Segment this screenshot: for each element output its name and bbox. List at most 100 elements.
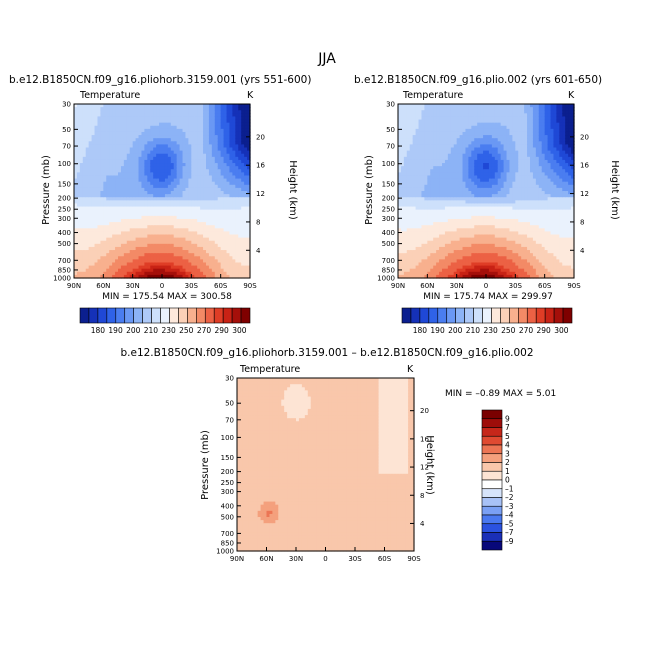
colorbar-swatch xyxy=(481,409,503,420)
x-tick-label: 90N xyxy=(391,282,405,290)
panel-2-ylabel: Pressure (mb) xyxy=(364,155,375,225)
panel-1: b.e12.B1850CN.f09_g16.pliohorb.3159.001 … xyxy=(9,74,311,335)
y-tick-label: 100 xyxy=(221,434,234,442)
colorbar-label: 290 xyxy=(215,326,230,335)
colorbar-swatch xyxy=(473,307,483,324)
x-tick-label: 30S xyxy=(185,282,199,290)
colorbar-swatch xyxy=(481,488,503,498)
colorbar-label: 0 xyxy=(505,476,510,485)
colorbar-swatch xyxy=(481,540,503,551)
x-tick-label: 30N xyxy=(450,282,464,290)
y2-tick-label: 8 xyxy=(580,218,584,226)
y-tick-label: 250 xyxy=(382,206,395,214)
y-tick-label: 400 xyxy=(221,502,234,510)
colorbar-swatch xyxy=(481,462,503,472)
y-tick-label: 30 xyxy=(62,101,71,109)
colorbar-swatch xyxy=(187,307,197,324)
colorbar-swatch xyxy=(115,307,126,324)
panel-2-y2label: Height (km) xyxy=(609,160,620,220)
y-tick-label: 400 xyxy=(382,229,395,237)
x-tick-label: 30S xyxy=(348,555,362,563)
colorbar-label: 200 xyxy=(126,326,141,335)
y-tick-label: 50 xyxy=(386,126,395,134)
x-tick-label: 60S xyxy=(378,555,392,563)
colorbar-swatch xyxy=(410,307,421,324)
colorbar-swatch xyxy=(481,470,503,481)
x-tick-label: 90S xyxy=(407,555,421,563)
colorbar-swatch xyxy=(437,307,448,324)
x-tick-label: 60S xyxy=(538,282,552,290)
colorbar-swatch xyxy=(79,307,90,324)
colorbar-label: –7 xyxy=(505,528,514,537)
colorbar-swatch xyxy=(222,307,233,324)
colorbar-label: 180 xyxy=(413,326,428,335)
panel-1-ylabel: Pressure (mb) xyxy=(41,155,52,225)
colorbar-swatch xyxy=(562,307,573,324)
colorbar-swatch xyxy=(151,307,161,324)
colorbar-swatch xyxy=(169,307,179,324)
x-tick-label: 0 xyxy=(484,282,488,290)
y-tick-label: 250 xyxy=(58,206,71,214)
colorbar-swatch xyxy=(481,444,503,455)
y-tick-label: 150 xyxy=(58,180,71,188)
colorbar-label: –3 xyxy=(505,502,514,511)
colorbar-swatch xyxy=(446,307,456,324)
colorbar-swatch xyxy=(544,307,555,324)
x-tick-label: 0 xyxy=(160,282,164,290)
y2-tick-label: 16 xyxy=(256,162,265,170)
colorbar-swatch xyxy=(481,532,503,542)
y-tick-label: 30 xyxy=(386,101,395,109)
colorbar-label: 1 xyxy=(505,467,510,476)
y-tick-label: 500 xyxy=(58,240,71,248)
colorbar-swatch xyxy=(97,307,108,324)
x-tick-label: 90S xyxy=(243,282,257,290)
colorbar-label: 180 xyxy=(91,326,106,335)
panel-2-plot xyxy=(397,103,575,279)
colorbar-label: 190 xyxy=(430,326,445,335)
colorbar-label: 4 xyxy=(505,441,510,450)
colorbar-label: 250 xyxy=(501,326,516,335)
colorbar-swatch xyxy=(518,307,528,324)
colorbar-swatch xyxy=(124,307,134,324)
colorbar-swatch xyxy=(106,307,117,324)
y2-tick-label: 20 xyxy=(580,133,589,141)
y2-tick-label: 12 xyxy=(420,464,429,472)
y-tick-label: 300 xyxy=(58,215,71,223)
colorbar-swatch xyxy=(482,307,492,324)
colorbar-label: 300 xyxy=(232,326,247,335)
colorbar-swatch xyxy=(204,307,215,324)
colorbar-label: 210 xyxy=(144,326,159,335)
y-tick-label: 150 xyxy=(221,454,234,462)
y-tick-label: 30 xyxy=(225,375,234,383)
x-tick-label: 90N xyxy=(230,555,244,563)
y-tick-label: 250 xyxy=(221,479,234,487)
colorbar-swatch xyxy=(481,505,503,516)
y2-tick-label: 12 xyxy=(580,190,589,198)
colorbar-swatch xyxy=(481,427,503,437)
colorbar-swatch xyxy=(240,307,251,324)
colorbar-label: 5 xyxy=(505,432,510,441)
x-tick-label: 30N xyxy=(289,555,303,563)
x-tick-label: 60S xyxy=(214,282,228,290)
panel-2-units-label: K xyxy=(568,90,575,101)
x-tick-label: 30N xyxy=(126,282,140,290)
colorbar-swatch xyxy=(213,307,224,324)
colorbar-swatch xyxy=(500,307,510,324)
colorbar-label: –9 xyxy=(505,537,514,546)
colorbar-swatch xyxy=(481,418,503,428)
panel-1-title: b.e12.B1850CN.f09_g16.pliohorb.3159.001 … xyxy=(9,74,311,86)
y2-tick-label: 16 xyxy=(420,435,429,443)
colorbar-label: –5 xyxy=(505,519,514,528)
y-tick-label: 700 xyxy=(382,257,395,265)
y-tick-label: 70 xyxy=(225,416,234,424)
y-tick-label: 50 xyxy=(62,126,71,134)
panel-3: b.e12.B1850CN.f09_g16.pliohorb.3159.001 … xyxy=(120,347,556,563)
y-tick-label: 1000 xyxy=(216,548,234,556)
y-tick-label: 100 xyxy=(58,160,71,168)
y-tick-label: 200 xyxy=(221,468,234,476)
panel-1-y2label: Height (km) xyxy=(287,160,298,220)
colorbar-swatch xyxy=(419,307,430,324)
figure-title: JJA xyxy=(317,51,336,67)
colorbar-label: 290 xyxy=(537,326,552,335)
